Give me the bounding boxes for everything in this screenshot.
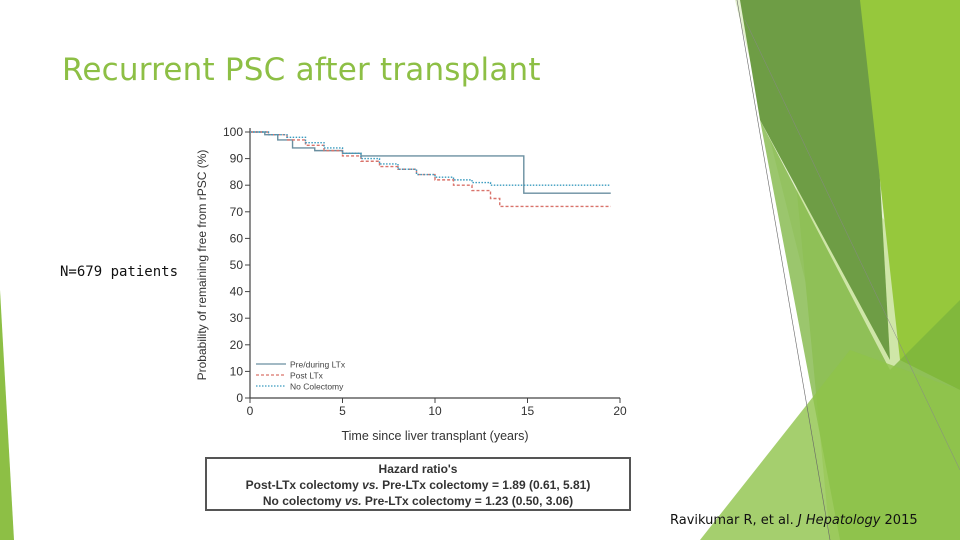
y-tick-label: 80 <box>230 178 244 192</box>
x-tick-label: 15 <box>521 404 535 418</box>
facet-line <box>736 0 831 540</box>
y-tick-label: 60 <box>230 231 244 245</box>
citation: Ravikumar R, et al. J Hepatology 2015 <box>670 513 918 528</box>
facet-left-edge <box>0 290 14 540</box>
facet-dark <box>740 0 890 360</box>
hazard-line-2: No colectomy vs. Pre-LTx colectomy = 1.2… <box>262 494 574 508</box>
chart-axes: 0 10 20 30 40 50 60 70 80 90 100 0 5 10 15 20 Time since… <box>195 125 627 443</box>
y-tick-label: 90 <box>230 152 244 166</box>
y-tick-label: 50 <box>230 258 244 272</box>
facet-bright <box>860 0 960 390</box>
hazard-ratio-box: Hazard ratio's Post-LTx colectomy vs. Pr… <box>205 457 631 511</box>
series-line-2 <box>250 131 611 208</box>
y-tick-label: 10 <box>230 364 244 378</box>
y-tick-label: 70 <box>230 205 244 219</box>
y-axis-label: Probability of remaining free from rPSC … <box>195 150 209 381</box>
y-tick-label: 100 <box>223 125 243 139</box>
facet-bottom <box>700 350 960 540</box>
legend-label-1: Pre/during LTx <box>290 360 346 370</box>
y-tick-label: 0 <box>236 391 243 405</box>
series-line-1 <box>250 131 611 194</box>
y-tick-label: 20 <box>230 338 244 352</box>
patient-count: N=679 patients <box>60 264 179 280</box>
x-tick-label: 5 <box>339 404 346 418</box>
x-tick-label: 0 <box>247 404 254 418</box>
legend-label-2: Post LTx <box>290 371 324 381</box>
hazard-title: Hazard ratio's <box>378 462 458 476</box>
x-tick-label: 10 <box>428 404 442 418</box>
legend-label-3: No Colectomy <box>290 382 344 392</box>
x-axis-label: Time since liver transplant (years) <box>341 429 528 443</box>
slide-title: Recurrent PSC after transplant <box>62 52 541 88</box>
x-tick-label: 20 <box>613 404 627 418</box>
series-line-3 <box>250 131 611 186</box>
facet-line <box>744 19 960 471</box>
hazard-line-1: Post-LTx colectomy vs. Pre-LTx colectomy… <box>245 478 591 492</box>
y-tick-label: 40 <box>230 285 244 299</box>
kaplan-meier-chart: 0 10 20 30 40 50 60 70 80 90 100 0 5 10 15 20 Time since… <box>195 125 627 443</box>
chart-series <box>250 131 611 208</box>
y-tick-label: 30 <box>230 311 244 325</box>
